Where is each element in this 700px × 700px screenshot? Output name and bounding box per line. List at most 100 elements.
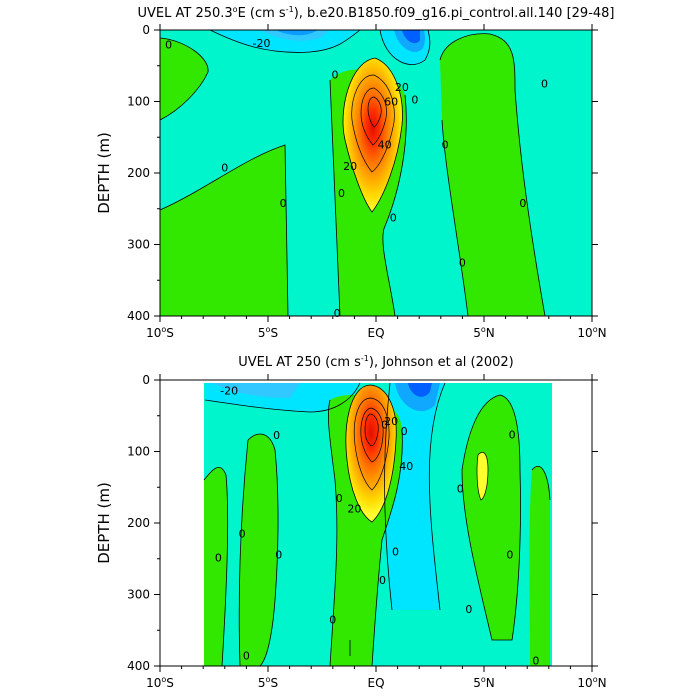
- contour-label: 0: [329, 614, 336, 627]
- x-tick-label: EQ: [367, 676, 384, 690]
- observation-contour-line: [247, 433, 279, 666]
- observation-contour-field: [160, 380, 592, 666]
- model-westward-north-core: [402, 30, 420, 44]
- x-tick-label: 10oS: [146, 675, 174, 690]
- observation-east-lobe-far-north: [529, 466, 550, 666]
- x-tick-label: 10oN: [577, 325, 606, 340]
- contour-label: 0: [221, 161, 228, 174]
- model-contour-line: [160, 37, 209, 121]
- contour-label: 0: [338, 187, 345, 200]
- observation-contour-line: [203, 466, 229, 666]
- contour-label: 20: [347, 503, 361, 516]
- observation-contour-line: [384, 382, 393, 611]
- x-tick-label: 5oN: [473, 675, 495, 690]
- contour-label: 0: [273, 429, 280, 442]
- x-tick-label: EQ: [367, 326, 384, 340]
- observation-contour-line: [428, 382, 446, 611]
- observation-panel: UVEL AT 250 (cm s-1), Johnson et al (200…: [95, 354, 607, 690]
- contour-label: 0: [334, 307, 341, 320]
- model-east-lobe-sw: [160, 145, 288, 316]
- observation-westward-north-core: [408, 383, 432, 397]
- observation-core-contour-40: [353, 397, 390, 491]
- contour-label: -20: [220, 385, 238, 398]
- model-contour-line: [441, 119, 469, 316]
- observation-y-axis-label: DEPTH (m): [95, 482, 113, 564]
- observation-contour-line: [531, 465, 551, 501]
- observation-east-lobe-north: [462, 395, 521, 640]
- observation-westward-south-mid: [212, 383, 300, 398]
- model-undercurrent-core: [342, 57, 403, 213]
- contour-label: 20: [395, 81, 409, 94]
- contour-label: 0: [165, 38, 172, 51]
- observation-contour-line: [327, 399, 338, 666]
- contour-label: 0: [459, 256, 466, 269]
- y-tick-label: 0: [142, 373, 150, 387]
- x-tick-label: 10oS: [146, 325, 174, 340]
- model-westward-inner-south: [275, 30, 318, 36]
- observation-core-contour-60: [360, 407, 384, 463]
- y-tick-label: 100: [127, 445, 150, 459]
- observation-panel-title: UVEL AT 250 (cm s-1), Johnson et al (200…: [238, 354, 514, 370]
- y-tick-label: 100: [127, 95, 150, 109]
- observation-undercurrent-core: [345, 384, 397, 523]
- model-contour-line: [439, 33, 546, 316]
- y-tick-label: 300: [127, 238, 150, 252]
- observation-contour-line: [238, 439, 249, 666]
- contour-label: 0: [465, 603, 472, 616]
- contour-label: 0: [509, 428, 516, 441]
- contour-label: 0: [519, 197, 526, 210]
- model-contour-line: [329, 79, 341, 316]
- model-contour-field: [160, 30, 592, 316]
- contour-label: -20: [253, 37, 271, 50]
- contour-label: 40: [399, 460, 413, 473]
- contour-label: 20: [384, 415, 398, 428]
- model-contour-line: [209, 30, 361, 53]
- contour-label: 0: [239, 528, 246, 541]
- x-tick-label: 5oS: [258, 325, 278, 340]
- x-tick-label: 5oN: [473, 325, 495, 340]
- observation-contour-line: [371, 429, 403, 666]
- model-core-contour-70: [367, 96, 382, 128]
- contour-label: 0: [541, 78, 548, 91]
- model-panel: UVEL AT 250.3oE (cm s-1), b.e20.B1850.f0…: [95, 5, 615, 340]
- y-tick-label: 200: [127, 516, 150, 530]
- model-panel-title: UVEL AT 250.3oE (cm s-1), b.e20.B1850.f0…: [137, 5, 614, 21]
- x-tick-label: 10oN: [577, 675, 606, 690]
- model-contour-line: [160, 144, 289, 316]
- contour-label: 0: [457, 483, 464, 496]
- observation-core-contour-70: [364, 413, 379, 447]
- contour-label: 20: [343, 160, 357, 173]
- contour-label: 0: [390, 211, 397, 224]
- y-tick-label: 300: [127, 588, 150, 602]
- observation-east-lobe-far-south: [204, 467, 228, 666]
- y-tick-label: 0: [142, 23, 150, 37]
- model-east-lobe-ne: [440, 33, 545, 316]
- contour-label: 0: [442, 138, 449, 151]
- model-core-contour-60: [360, 87, 387, 146]
- contour-label: 0: [401, 425, 408, 438]
- model-y-axis-label: DEPTH (m): [95, 132, 113, 214]
- model-contour-line: [382, 94, 407, 316]
- model-east-lobe-nw: [160, 38, 209, 120]
- contour-label: 0: [532, 654, 539, 667]
- contour-label: 0: [506, 548, 513, 561]
- model-contour-line: [379, 30, 431, 65]
- observation-contour-line: [461, 394, 521, 641]
- contour-label: 0: [331, 68, 338, 81]
- observation-x-axis: 10oS 5oS EQ 5oN 10oN: [146, 374, 607, 690]
- contour-label: 0: [379, 574, 386, 587]
- contour-label: 60: [384, 96, 398, 109]
- y-tick-label: 400: [127, 659, 150, 673]
- y-tick-label: 400: [127, 309, 150, 323]
- contour-label: 40: [378, 138, 392, 151]
- contour-label: 0: [243, 649, 250, 662]
- y-tick-label: 200: [127, 166, 150, 180]
- contour-label: 0: [275, 548, 282, 561]
- contour-label: 0: [381, 418, 388, 431]
